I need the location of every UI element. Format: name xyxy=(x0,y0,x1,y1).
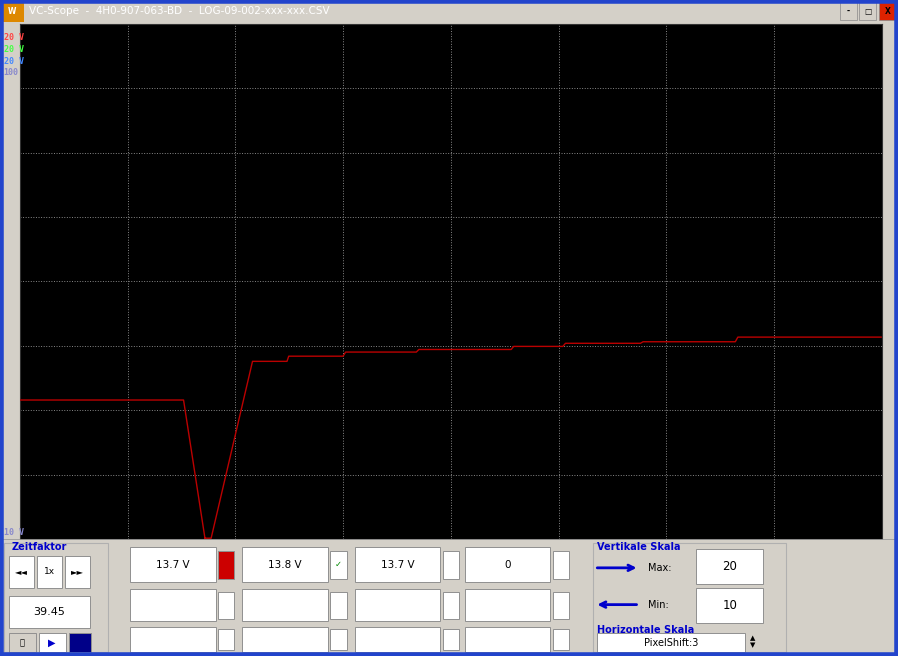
Text: 39.45: 39.45 xyxy=(33,607,66,617)
Text: Zeitfaktor: Zeitfaktor xyxy=(12,543,67,552)
Bar xyxy=(465,627,550,653)
Bar xyxy=(218,629,234,650)
Text: 🔍: 🔍 xyxy=(20,638,25,647)
Text: 13.7 V: 13.7 V xyxy=(156,560,189,570)
Text: ✓: ✓ xyxy=(335,560,342,569)
Text: W: W xyxy=(8,7,16,16)
Text: X: X xyxy=(885,7,891,16)
Bar xyxy=(696,548,763,584)
Text: Max:: Max: xyxy=(648,563,672,573)
Text: 1x: 1x xyxy=(44,567,55,577)
Text: Horizontale Skala: Horizontale Skala xyxy=(597,625,694,635)
Bar xyxy=(443,629,459,650)
Text: □: □ xyxy=(864,7,872,16)
Bar xyxy=(330,629,347,650)
Bar xyxy=(130,547,216,583)
Bar xyxy=(355,590,440,621)
Bar xyxy=(553,592,569,619)
Bar xyxy=(65,556,90,588)
Bar xyxy=(465,547,550,583)
Text: 13.7 V: 13.7 V xyxy=(381,560,414,570)
Bar xyxy=(696,588,763,623)
Bar xyxy=(39,632,66,653)
Bar xyxy=(465,590,550,621)
Bar xyxy=(443,551,459,579)
Text: PixelShift:3: PixelShift:3 xyxy=(644,638,699,647)
Bar xyxy=(4,543,108,653)
Bar xyxy=(130,627,216,653)
Text: 0: 0 xyxy=(505,560,511,570)
Bar xyxy=(840,2,857,20)
Text: 20 V: 20 V xyxy=(4,33,23,42)
Bar xyxy=(597,632,745,653)
Bar xyxy=(355,627,440,653)
Text: ◄◄: ◄◄ xyxy=(15,567,28,577)
Text: 20 V: 20 V xyxy=(4,45,23,54)
Bar xyxy=(330,592,347,619)
Bar xyxy=(69,632,91,653)
Bar xyxy=(330,551,347,579)
Text: ►►: ►► xyxy=(71,567,84,577)
Bar xyxy=(9,632,36,653)
Bar xyxy=(553,551,569,579)
Text: 20: 20 xyxy=(722,560,737,573)
Bar xyxy=(130,590,216,621)
Bar xyxy=(9,556,34,588)
Bar xyxy=(218,551,234,579)
Text: Vertikale Skala: Vertikale Skala xyxy=(597,543,681,552)
Bar xyxy=(593,543,786,653)
Bar xyxy=(242,627,328,653)
Bar xyxy=(242,547,328,583)
Bar xyxy=(218,592,234,619)
Bar xyxy=(9,596,90,628)
Bar xyxy=(355,547,440,583)
Bar xyxy=(0,0,24,22)
Bar xyxy=(443,592,459,619)
Bar xyxy=(242,590,328,621)
Text: 10: 10 xyxy=(722,600,737,612)
Bar xyxy=(37,556,62,588)
Text: 13.8 V: 13.8 V xyxy=(269,560,302,570)
Text: ▶: ▶ xyxy=(48,638,56,647)
Text: -: - xyxy=(847,7,850,16)
Text: VC-Scope  -  4H0-907-063-BD  -  LOG-09-002-xxx-xxx.CSV: VC-Scope - 4H0-907-063-BD - LOG-09-002-x… xyxy=(29,6,330,16)
Text: 20 V: 20 V xyxy=(4,56,23,66)
Text: Min:: Min: xyxy=(648,600,669,609)
Bar xyxy=(859,2,876,20)
Text: 10 V: 10 V xyxy=(4,528,23,537)
Bar xyxy=(879,2,896,20)
Bar xyxy=(553,629,569,650)
Text: 100: 100 xyxy=(4,68,19,77)
Text: ▲
▼: ▲ ▼ xyxy=(750,636,755,649)
